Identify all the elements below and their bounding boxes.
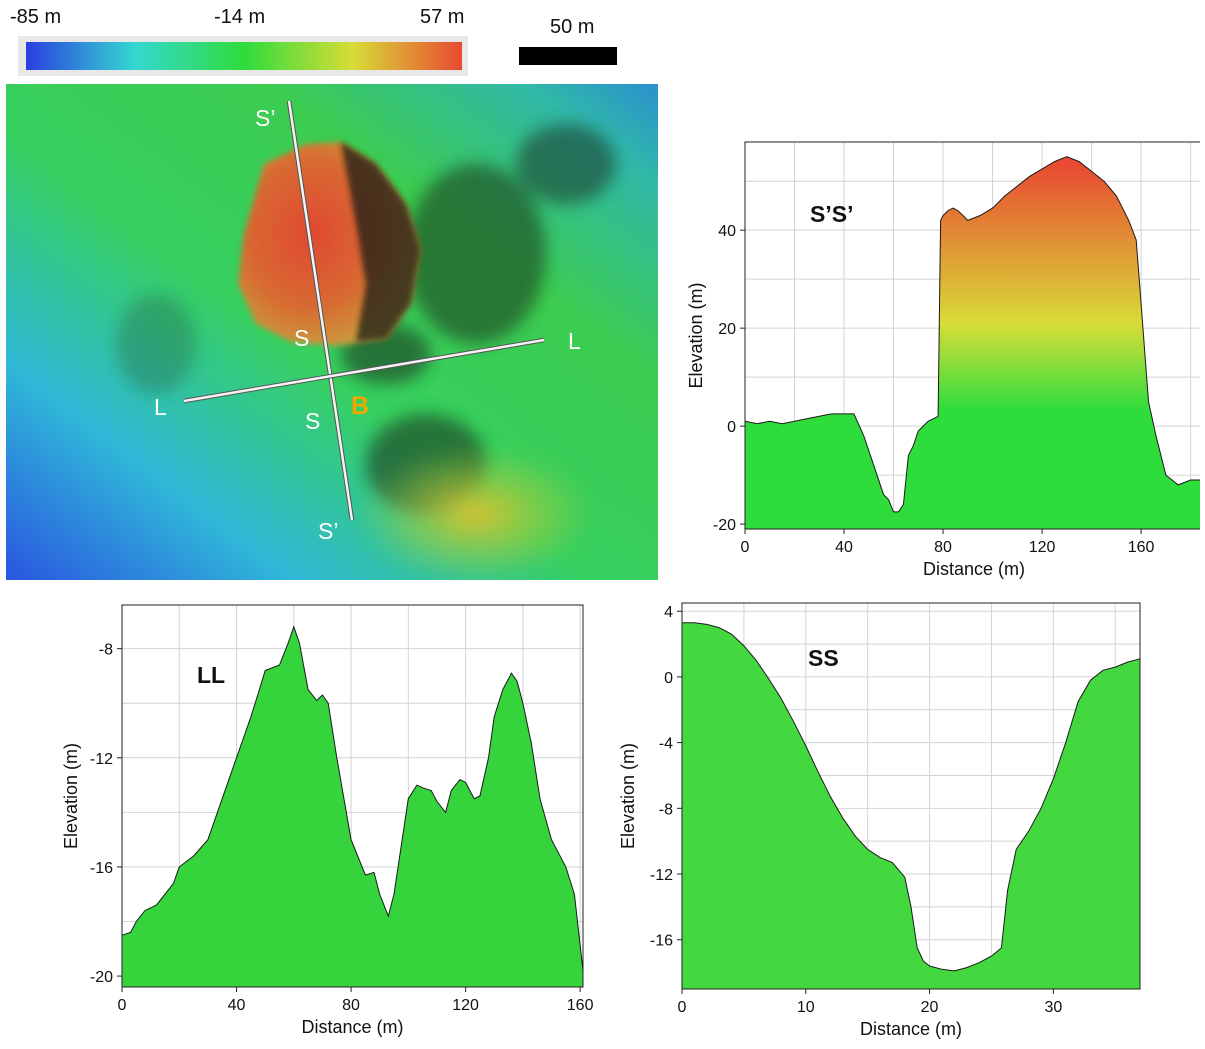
map-label-s-upper: S xyxy=(294,325,309,351)
x-tick-label: 40 xyxy=(228,997,246,1014)
x-tick-label: 120 xyxy=(1029,539,1056,556)
x-tick-label: 10 xyxy=(797,999,815,1016)
y-tick-label: -8 xyxy=(99,642,113,659)
x-tick-label: 20 xyxy=(921,999,939,1016)
y-tick-label: -12 xyxy=(90,751,113,768)
x-tick-label: 40 xyxy=(835,539,853,556)
map-label-s-lower: S xyxy=(305,408,320,434)
y-axis-title: Elevation (m) xyxy=(61,743,81,849)
profile-chart-s-prime: 0 40 80 120 160 -20 0 20 40 Distance (m) Elevation… xyxy=(686,141,1200,579)
elevation-colorbar xyxy=(26,42,462,70)
colorbar-label-min: -85 m xyxy=(10,6,62,28)
y-axis-title: Elevation (m) xyxy=(618,743,638,849)
plot-frame xyxy=(681,602,1141,990)
elevation-profile-line xyxy=(682,622,1141,972)
x-tick-label: 0 xyxy=(678,999,687,1016)
x-axis-title: Distance (m) xyxy=(923,559,1025,579)
plot-frame xyxy=(744,141,1200,530)
chart-title: LL xyxy=(197,662,225,688)
chart-title: S’S’ xyxy=(810,201,853,227)
y-tick-label: 4 xyxy=(664,604,673,621)
x-tick-label: 160 xyxy=(567,997,594,1014)
scale-bar xyxy=(519,47,617,65)
x-tick-label: 80 xyxy=(934,539,952,556)
y-tick-label: -12 xyxy=(650,867,673,884)
elevation-area xyxy=(122,626,583,987)
y-tick-label: -20 xyxy=(713,517,736,534)
y-tick-label: 40 xyxy=(718,223,736,240)
elevation-profile-line xyxy=(121,625,584,971)
y-tick-label: 0 xyxy=(664,670,673,687)
x-tick-label: 160 xyxy=(1128,539,1155,556)
x-axis-title: Distance (m) xyxy=(860,1019,962,1039)
x-axis-title: Distance (m) xyxy=(301,1017,403,1037)
y-tick-label: 0 xyxy=(727,419,736,436)
elevation-profile-line xyxy=(744,156,1200,513)
profile-chart-ss: 0 10 20 30 -16 -12 -8 -4 0 4 Distance (m) Elevation… xyxy=(618,602,1141,1039)
map-label-b: B xyxy=(351,392,369,420)
map-yellow-slope xyxy=(356,444,596,580)
elevation-map: S’ S S S’ L L B xyxy=(6,84,658,580)
profile-chart-ll: 0 40 80 120 160 -20 -16 -12 -8 Distance (m) Elevat… xyxy=(61,604,594,1037)
x-tick-label: 120 xyxy=(452,997,479,1014)
y-tick-label: -4 xyxy=(659,736,673,753)
map-label-s-prime-bottom: S’ xyxy=(318,518,338,544)
map-profile-lines xyxy=(183,100,545,521)
map-label-l-left: L xyxy=(154,394,167,420)
map-rock-shadow xyxy=(341,142,421,342)
y-axis-title: Elevation (m) xyxy=(686,282,706,388)
map-label-s-prime-top: S’ xyxy=(255,105,275,131)
x-tick-label: 80 xyxy=(342,997,360,1014)
y-tick-label: -20 xyxy=(90,969,113,986)
elevation-area xyxy=(682,622,1140,989)
x-tick-label: 30 xyxy=(1044,999,1062,1016)
y-tick-label: -8 xyxy=(659,801,673,818)
scale-bar-label: 50 m xyxy=(550,16,595,38)
y-tick-label: 20 xyxy=(718,321,736,338)
colorbar-label-max: 57 m xyxy=(420,6,465,28)
plot-frame xyxy=(121,604,584,988)
x-tick-label: 0 xyxy=(118,997,127,1014)
chart-title: SS xyxy=(808,645,839,671)
elevation-area xyxy=(745,156,1200,529)
map-label-l-right: L xyxy=(568,328,581,354)
y-tick-label: -16 xyxy=(90,860,113,877)
x-tick-label: 0 xyxy=(741,539,750,556)
colorbar-label-mid: -14 m xyxy=(214,6,266,28)
y-tick-label: -16 xyxy=(650,933,673,950)
